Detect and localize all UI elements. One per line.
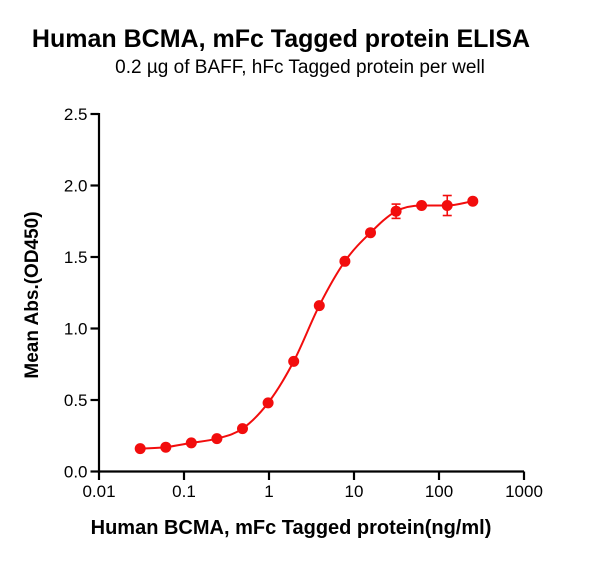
- data-point-marker: [313, 300, 325, 312]
- x-tick-label: 1: [264, 482, 273, 501]
- data-point-marker: [365, 227, 376, 239]
- data-point-marker: [262, 397, 274, 409]
- data-point-marker: [416, 200, 428, 211]
- chart-title: Human BCMA, mFc Tagged protein ELISA: [31, 25, 531, 53]
- data-point-marker: [339, 255, 351, 267]
- fit-curve: [140, 200, 473, 450]
- x-axis-title: Human BCMA, mFc Tagged protein(ng/ml): [90, 517, 492, 539]
- chart-subtitle: 0.2 µg of BAFF, hFc Tagged protein per w…: [115, 57, 485, 78]
- data-point-marker: [237, 423, 248, 435]
- y-tick-label: 0.5: [64, 391, 88, 410]
- x-tick-label: 1000: [505, 482, 543, 501]
- data-point-marker: [211, 433, 223, 445]
- data-point-marker: [185, 437, 197, 449]
- x-tick-label: 0.1: [172, 482, 196, 501]
- data-point-marker: [441, 200, 453, 211]
- x-tick-label: 0.01: [82, 482, 115, 501]
- data-point-marker: [467, 195, 479, 207]
- x-tick-label: 10: [345, 482, 364, 501]
- y-tick-label: 2.5: [64, 105, 88, 124]
- y-tick-label: 0.0: [64, 463, 88, 482]
- y-tick-label: 1.0: [64, 320, 88, 339]
- x-tick-label: 100: [425, 482, 453, 501]
- data-point-marker: [288, 355, 300, 367]
- data-point-marker: [390, 205, 402, 217]
- data-point-marker: [160, 441, 172, 453]
- y-tick-label: 1.5: [64, 248, 88, 267]
- data-point-marker: [134, 443, 146, 455]
- y-tick-label: 2.0: [64, 177, 88, 196]
